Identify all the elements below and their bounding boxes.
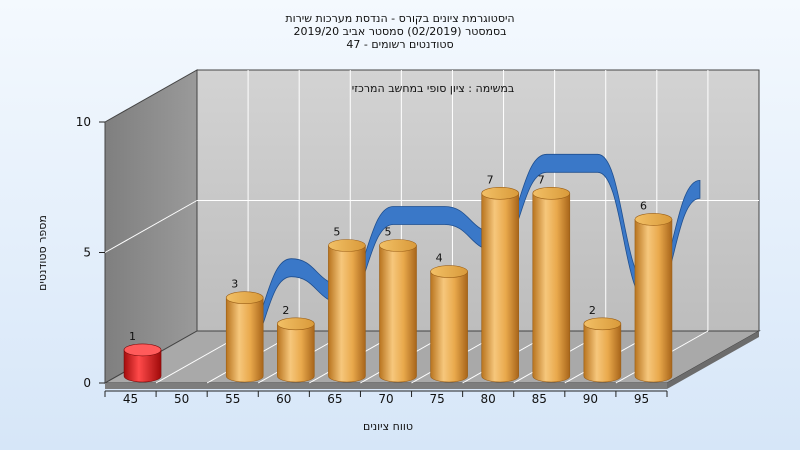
- bars: [123, 187, 673, 383]
- data-label: 2: [282, 304, 289, 317]
- x-tick-label: 45: [123, 392, 138, 406]
- bar-body: [430, 271, 468, 383]
- data-label: 4: [436, 252, 443, 265]
- bar-body: [225, 297, 264, 383]
- bar-top: [583, 317, 622, 331]
- bar: [481, 187, 519, 383]
- bar-top: [328, 239, 366, 252]
- bar-top: [430, 265, 468, 278]
- data-label: 7: [538, 173, 545, 186]
- data-label: 6: [640, 199, 647, 212]
- bar: [379, 239, 417, 383]
- x-tick-label: 85: [532, 392, 547, 406]
- x-tick-label: 65: [327, 392, 342, 406]
- bar-top: [634, 213, 673, 226]
- bar: [277, 317, 315, 383]
- bar-top: [123, 343, 162, 357]
- bar-body: [583, 323, 622, 383]
- data-label: 2: [589, 304, 596, 317]
- bar-top: [225, 291, 264, 305]
- bar-body: [532, 193, 571, 383]
- chart-title-line-1: היסטוגרמת ציונים בקורס - הנדסת מערכות שי…: [285, 12, 514, 25]
- gridline-side: [104, 200, 198, 253]
- y-tick-label: 0: [83, 376, 91, 390]
- bar-body: [634, 219, 673, 383]
- bar-top: [481, 187, 519, 200]
- data-labels: 1 3 2 5 5 4 7 7 2 6: [129, 173, 647, 343]
- floor-edge: [105, 383, 667, 389]
- x-tick-label: 95: [634, 392, 649, 406]
- bar-body: [277, 323, 315, 383]
- chart-title-line-3: סטודנטים רשומים - 47: [346, 38, 453, 51]
- bar: [634, 213, 673, 383]
- bar: [430, 265, 468, 383]
- bar-top: [379, 239, 417, 252]
- y-tick-label: 5: [83, 246, 91, 260]
- data-label: 1: [129, 330, 136, 343]
- bar: [532, 187, 571, 383]
- bar-body: [123, 349, 162, 383]
- trend-ribbon: [239, 153, 701, 356]
- data-label: 5: [333, 226, 340, 239]
- trend-ribbon-path: [239, 153, 701, 356]
- bar-body: [481, 193, 519, 383]
- chart-title-line-2: בסמסטר (02/2019) סמסטר אביב 2019/20: [293, 25, 506, 38]
- x-tick-label: 70: [378, 392, 393, 406]
- x-tick-label: 60: [276, 392, 291, 406]
- x-tick-label: 75: [429, 392, 444, 406]
- data-label: 5: [385, 226, 392, 239]
- chart-subtitle: במשימה : ציון סופי במחשב המרכזי: [352, 82, 515, 95]
- y-tick-label: 10: [76, 115, 91, 129]
- bar: [123, 343, 162, 383]
- bar-body: [328, 245, 366, 383]
- data-label: 7: [487, 173, 494, 186]
- bar: [225, 291, 264, 383]
- bar-top: [277, 317, 315, 331]
- x-tick-label: 50: [174, 392, 189, 406]
- data-label: 3: [231, 278, 238, 291]
- floor-edge-side: [667, 331, 759, 389]
- x-tick-label: 55: [225, 392, 240, 406]
- y-axis-title: מספר סטודנטים: [36, 215, 49, 291]
- x-tick-label: 80: [481, 392, 496, 406]
- x-tick-label: 90: [583, 392, 598, 406]
- bar-top: [532, 187, 571, 200]
- bar: [328, 239, 366, 383]
- x-axis-title: טווח ציונים: [363, 420, 413, 433]
- bar: [583, 317, 622, 383]
- bar-body: [379, 245, 417, 383]
